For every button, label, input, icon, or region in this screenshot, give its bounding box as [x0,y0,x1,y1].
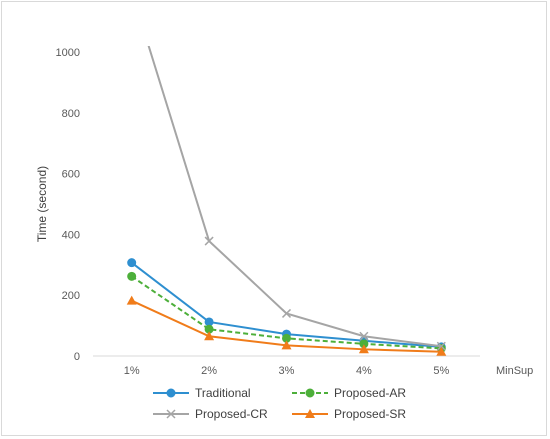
legend-label: Proposed-CR [195,407,268,421]
series-line [147,46,442,348]
y-tick-label: 1000 [56,47,80,59]
data-point [359,331,369,341]
data-point [166,388,176,398]
x-axis-title: MinSup [496,365,533,377]
data-point [436,346,447,356]
legend-item: Proposed-CR [153,407,268,421]
legend-label: Proposed-AR [334,386,406,400]
data-point [204,236,214,246]
data-point [305,388,315,398]
data-point [126,295,137,305]
data-point [305,409,315,418]
series-proposed-ar [127,271,446,353]
legend: Traditional Proposed-AR Proposed-CR Propose… [153,386,406,421]
series-proposed-cr [147,46,446,351]
x-tick-label: 2% [201,365,217,377]
legend-label: Proposed-SR [334,407,406,421]
data-point [166,409,176,419]
x-tick-label: 4% [356,365,372,377]
x-tick-label: 1% [124,365,140,377]
legend-item: Proposed-SR [292,407,406,421]
y-tick-label: 600 [62,169,80,181]
data-point [281,308,292,318]
data-point [436,341,446,351]
series-proposed-sr [126,295,447,356]
legend-item: Proposed-AR [292,386,406,400]
y-tick-label: 800 [62,108,80,120]
legend-item: Traditional [153,386,251,400]
x-axis-ticks: 1% 2% 3% 4% 5% [124,365,450,377]
y-axis-title: Time (second) [35,166,49,242]
data-point [204,331,215,341]
data-point [127,258,137,268]
data-point [281,340,292,350]
data-point [127,271,137,281]
y-tick-label: 200 [62,290,80,302]
data-point [358,344,369,354]
y-tick-label: 0 [74,351,80,363]
y-tick-label: 400 [62,229,80,241]
y-axis-ticks: 0 200 400 600 800 1000 [56,47,80,363]
legend-label: Traditional [195,386,251,400]
x-tick-label: 5% [433,365,449,377]
series-layer [126,46,447,356]
x-tick-label: 3% [279,365,295,377]
